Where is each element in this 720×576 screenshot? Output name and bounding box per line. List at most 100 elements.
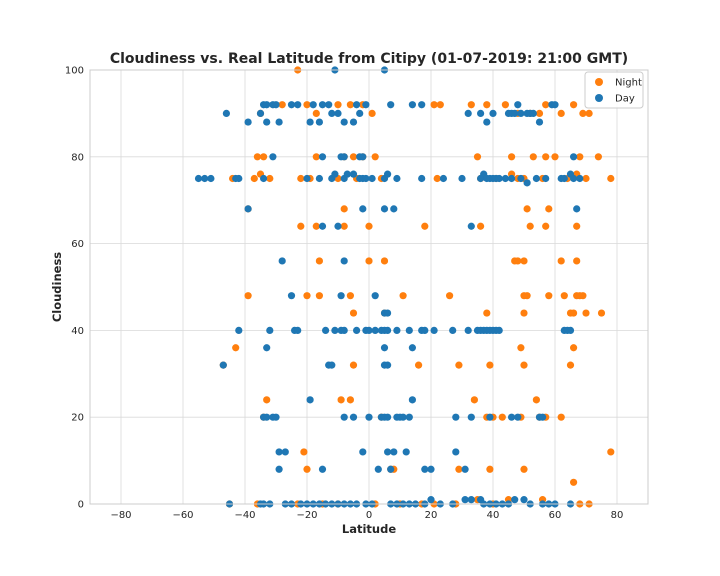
point-day: [306, 118, 314, 126]
point-night: [312, 153, 320, 161]
x-tick-label: 60: [549, 510, 562, 521]
point-night: [470, 396, 478, 404]
point-day: [461, 496, 469, 504]
point-day: [328, 109, 336, 117]
point-night: [557, 413, 565, 421]
point-day: [359, 448, 367, 456]
y-axis-ticks: 0 20 40 60 80 100: [65, 66, 84, 511]
point-day: [421, 326, 429, 334]
x-tick-label: 40: [487, 510, 500, 521]
point-day: [464, 109, 472, 117]
point-night: [303, 465, 311, 473]
point-night: [433, 174, 441, 183]
point-night: [517, 344, 525, 352]
point-day: [467, 222, 475, 230]
point-day: [477, 109, 485, 117]
point-night: [263, 396, 271, 404]
point-day: [318, 465, 327, 473]
point-day: [356, 109, 364, 117]
point-night: [312, 222, 320, 230]
point-night: [253, 153, 261, 161]
point-night: [542, 153, 550, 161]
point-day: [256, 109, 265, 117]
point-day: [306, 396, 314, 404]
point-day: [421, 465, 429, 473]
point-night: [340, 205, 348, 213]
point-day: [334, 109, 342, 117]
point-night: [232, 344, 240, 352]
point-day: [430, 326, 438, 334]
point-night: [349, 153, 358, 161]
point-day: [263, 118, 271, 126]
point-night: [557, 257, 565, 265]
legend: Night Day: [584, 71, 644, 109]
point-day: [334, 222, 342, 230]
point-night: [303, 292, 311, 300]
point-day: [322, 326, 330, 334]
point-night: [473, 153, 482, 161]
point-day: [340, 326, 348, 334]
y-tick-label: 60: [71, 239, 84, 250]
point-day: [222, 109, 230, 117]
point-day: [384, 309, 392, 317]
point-night: [421, 222, 429, 230]
point-night: [340, 222, 348, 230]
legend-marker-night: [595, 78, 603, 86]
data-points: [194, 66, 615, 508]
point-night: [349, 361, 358, 369]
point-night: [483, 101, 491, 109]
x-axis-ticks: −80 −60 −40 −20 0 20 40 60 80: [110, 510, 623, 521]
point-night: [514, 257, 522, 265]
point-night: [346, 292, 354, 300]
point-night: [498, 413, 506, 421]
point-day: [384, 448, 392, 456]
point-night: [430, 101, 438, 109]
point-day: [477, 174, 485, 183]
x-tick-label: −60: [172, 510, 193, 521]
point-night: [529, 153, 537, 161]
point-night: [542, 222, 550, 230]
point-day: [467, 413, 475, 421]
point-night: [607, 448, 615, 456]
y-tick-label: 0: [78, 500, 84, 511]
point-day: [514, 101, 522, 109]
point-night: [573, 222, 581, 230]
point-day: [520, 496, 528, 504]
point-day: [405, 326, 413, 334]
point-night: [446, 292, 454, 300]
point-day: [467, 496, 475, 504]
point-day: [294, 326, 302, 334]
point-night: [573, 257, 581, 265]
point-day: [380, 344, 389, 352]
point-day: [535, 118, 544, 126]
point-night: [337, 396, 345, 404]
point-night: [582, 309, 590, 317]
point-day: [315, 118, 323, 126]
point-day: [542, 174, 550, 183]
point-day: [393, 174, 401, 183]
point-day: [349, 170, 358, 178]
point-day: [486, 413, 494, 421]
point-day: [402, 448, 410, 456]
point-day: [560, 174, 568, 183]
point-night: [501, 101, 509, 109]
point-night: [486, 361, 494, 369]
point-day: [390, 448, 398, 456]
point-day: [570, 153, 578, 161]
point-night: [557, 109, 565, 117]
point-night: [520, 361, 528, 369]
point-day: [260, 174, 268, 183]
point-day: [418, 101, 426, 109]
point-night: [334, 101, 342, 109]
point-day: [461, 465, 469, 473]
point-day: [359, 205, 367, 213]
point-day: [266, 326, 274, 334]
point-day: [353, 326, 361, 334]
point-day: [294, 101, 302, 109]
point-day: [269, 153, 277, 161]
point-day: [318, 222, 327, 230]
point-day: [287, 292, 296, 300]
point-day: [489, 109, 497, 117]
point-day: [349, 118, 358, 126]
point-night: [399, 292, 407, 300]
